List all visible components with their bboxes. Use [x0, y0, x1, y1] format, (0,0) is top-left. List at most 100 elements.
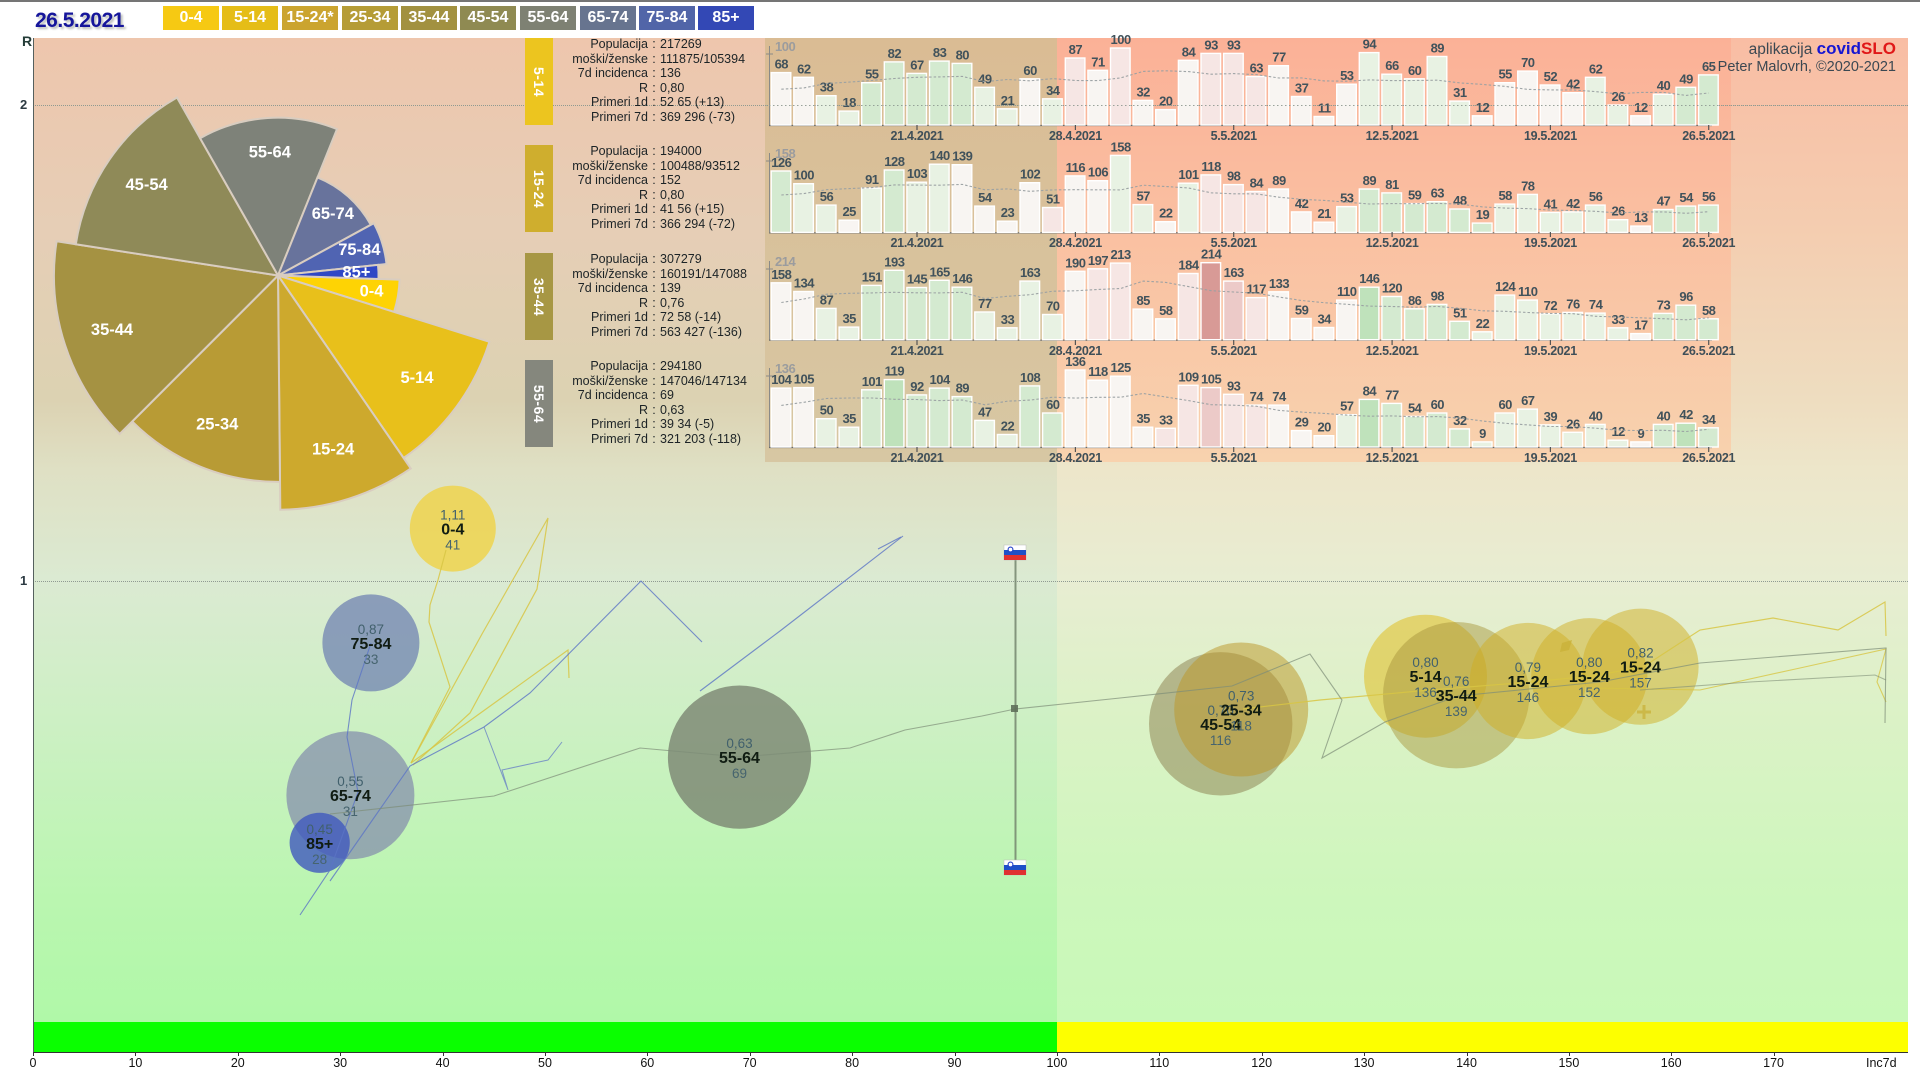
svg-text:67: 67 — [1521, 393, 1535, 408]
svg-text:101: 101 — [862, 374, 882, 389]
svg-text:20: 20 — [1317, 420, 1331, 435]
svg-text:15-24: 15-24 — [1569, 669, 1610, 686]
svg-text:12: 12 — [1634, 100, 1648, 115]
svg-text:12: 12 — [1476, 100, 1490, 115]
svg-text:0,55: 0,55 — [337, 774, 363, 789]
svg-text:63: 63 — [1250, 61, 1264, 76]
svg-text:96: 96 — [1679, 289, 1693, 304]
svg-text:22: 22 — [1001, 419, 1015, 434]
svg-text:41: 41 — [1544, 196, 1558, 211]
svg-text:35: 35 — [842, 311, 856, 326]
svg-text:52: 52 — [1544, 69, 1558, 84]
svg-text:35-44: 35-44 — [91, 321, 134, 339]
svg-text:109: 109 — [1178, 369, 1198, 384]
svg-text:62: 62 — [797, 61, 811, 76]
svg-text:85+: 85+ — [306, 836, 333, 853]
svg-text:119: 119 — [885, 364, 905, 379]
svg-text:145: 145 — [907, 272, 927, 287]
svg-text:0,80: 0,80 — [1412, 655, 1438, 670]
svg-text:105: 105 — [794, 372, 814, 387]
svg-text:157: 157 — [1629, 676, 1652, 691]
svg-text:77: 77 — [1272, 50, 1286, 65]
svg-text:50: 50 — [820, 403, 834, 418]
svg-text:60: 60 — [1408, 63, 1422, 78]
svg-text:19.5.2021: 19.5.2021 — [1524, 344, 1577, 358]
svg-text:193: 193 — [884, 254, 904, 269]
svg-text:110: 110 — [1337, 284, 1357, 299]
svg-text:42: 42 — [1566, 196, 1580, 211]
svg-text:32: 32 — [1136, 84, 1150, 99]
svg-text:158: 158 — [1110, 139, 1130, 154]
svg-text:25: 25 — [842, 204, 856, 219]
svg-text:65: 65 — [1702, 59, 1716, 74]
svg-text:0,82: 0,82 — [1627, 646, 1653, 661]
svg-text:104: 104 — [771, 372, 792, 387]
svg-text:26.5.2021: 26.5.2021 — [1682, 129, 1735, 143]
svg-text:33: 33 — [1001, 312, 1015, 327]
svg-text:54: 54 — [1408, 400, 1423, 415]
svg-text:19.5.2021: 19.5.2021 — [1524, 129, 1577, 143]
svg-text:57: 57 — [1340, 399, 1354, 414]
svg-text:12.5.2021: 12.5.2021 — [1366, 344, 1419, 358]
svg-text:73: 73 — [1657, 297, 1671, 312]
svg-text:20: 20 — [1159, 94, 1173, 109]
svg-text:55: 55 — [865, 67, 879, 82]
svg-text:146: 146 — [1517, 690, 1540, 705]
svg-text:60: 60 — [1046, 397, 1060, 412]
svg-text:104: 104 — [929, 372, 950, 387]
svg-text:21: 21 — [1317, 206, 1331, 221]
svg-text:28: 28 — [312, 852, 327, 867]
svg-text:87: 87 — [1069, 42, 1083, 57]
svg-text:74: 74 — [1250, 389, 1265, 404]
svg-text:42: 42 — [1566, 77, 1580, 92]
svg-text:91: 91 — [865, 172, 879, 187]
svg-text:190: 190 — [1065, 255, 1085, 270]
svg-text:89: 89 — [956, 381, 970, 396]
svg-text:26.5.2021: 26.5.2021 — [1682, 344, 1735, 358]
svg-text:0,73: 0,73 — [1228, 689, 1254, 704]
svg-text:35: 35 — [842, 411, 856, 426]
svg-text:140: 140 — [929, 148, 949, 163]
svg-text:26: 26 — [1611, 204, 1625, 219]
svg-text:106: 106 — [1088, 165, 1108, 180]
svg-text:126: 126 — [771, 155, 791, 170]
svg-text:53: 53 — [1340, 191, 1354, 206]
svg-text:21.4.2021: 21.4.2021 — [891, 344, 944, 358]
svg-text:93: 93 — [1204, 37, 1218, 52]
svg-text:18: 18 — [842, 95, 856, 110]
svg-text:17: 17 — [1634, 318, 1648, 333]
svg-text:93: 93 — [1227, 37, 1241, 52]
svg-text:22: 22 — [1476, 316, 1490, 331]
svg-text:51: 51 — [1046, 192, 1060, 207]
svg-text:9: 9 — [1638, 426, 1645, 441]
svg-text:89: 89 — [1363, 173, 1377, 188]
svg-text:58: 58 — [1498, 188, 1512, 203]
svg-text:67: 67 — [910, 57, 924, 72]
svg-text:40: 40 — [1657, 408, 1671, 423]
svg-text:69: 69 — [732, 766, 747, 781]
svg-text:58: 58 — [1702, 303, 1716, 318]
svg-text:71: 71 — [1091, 54, 1105, 69]
svg-text:21.4.2021: 21.4.2021 — [891, 451, 944, 465]
svg-text:136: 136 — [1065, 354, 1085, 369]
svg-text:34: 34 — [1702, 412, 1717, 427]
svg-text:5-14: 5-14 — [1409, 669, 1441, 686]
svg-text:1,11: 1,11 — [440, 508, 465, 523]
svg-text:47: 47 — [1657, 194, 1671, 209]
svg-text:94: 94 — [1363, 37, 1378, 52]
svg-text:65-74: 65-74 — [312, 205, 355, 223]
svg-text:146: 146 — [952, 271, 972, 286]
svg-text:28.4.2021: 28.4.2021 — [1049, 129, 1102, 143]
svg-text:21.4.2021: 21.4.2021 — [891, 129, 944, 143]
svg-text:78: 78 — [1521, 178, 1535, 193]
svg-text:40: 40 — [1589, 408, 1603, 423]
svg-text:77: 77 — [1385, 387, 1399, 402]
svg-text:139: 139 — [1445, 704, 1468, 719]
svg-text:86: 86 — [1408, 293, 1422, 308]
svg-text:165: 165 — [929, 264, 949, 279]
svg-text:26: 26 — [1566, 416, 1580, 431]
svg-text:29: 29 — [1295, 415, 1309, 430]
svg-text:105: 105 — [1201, 372, 1221, 387]
svg-text:77: 77 — [978, 296, 992, 311]
svg-text:89: 89 — [1431, 41, 1445, 56]
